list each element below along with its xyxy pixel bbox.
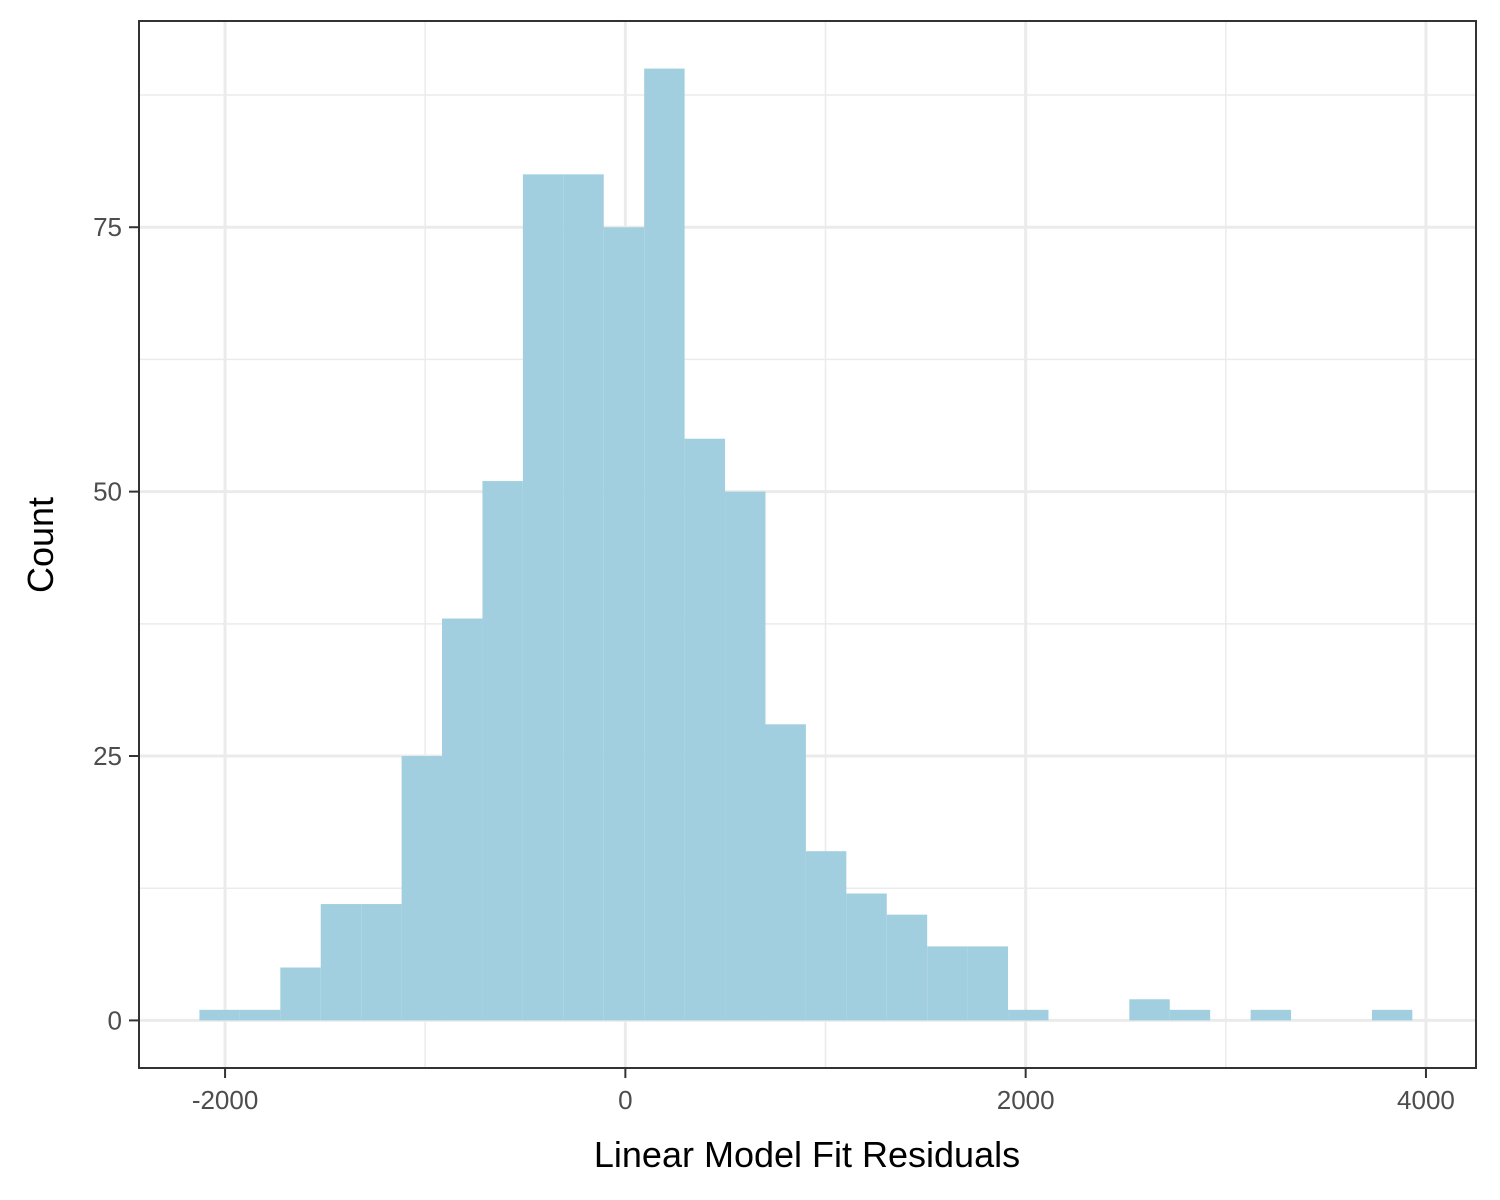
histogram-bar bbox=[765, 724, 806, 1021]
histogram-bar bbox=[886, 914, 928, 1021]
major-gridlines bbox=[139, 21, 1476, 1068]
histogram-bar bbox=[563, 174, 604, 1021]
y-tick-label: 50 bbox=[93, 477, 122, 507]
histogram-bar bbox=[280, 967, 321, 1021]
histogram-bar bbox=[199, 1009, 240, 1021]
histogram-bar bbox=[603, 227, 645, 1021]
y-tick-label: 75 bbox=[93, 212, 122, 242]
histogram-bar bbox=[725, 491, 766, 1021]
histogram-bar bbox=[644, 68, 685, 1021]
histogram-bar bbox=[1250, 1009, 1292, 1021]
histogram-bar bbox=[846, 893, 887, 1021]
y-axis: 0 25 50 75 bbox=[93, 212, 139, 1035]
panel-border bbox=[138, 20, 1477, 1069]
histogram-bar bbox=[522, 174, 564, 1021]
histogram-bar bbox=[1008, 1009, 1049, 1021]
histogram-bar bbox=[684, 438, 726, 1021]
x-tick-label: 2000 bbox=[997, 1085, 1055, 1115]
histogram-bar bbox=[442, 618, 483, 1021]
histogram-bar bbox=[805, 851, 847, 1021]
histogram-bar bbox=[1129, 999, 1170, 1021]
histogram-bar bbox=[1169, 1009, 1211, 1021]
histogram-bar bbox=[927, 946, 968, 1021]
histogram-bar bbox=[967, 946, 1009, 1021]
y-tick-label: 25 bbox=[93, 741, 122, 771]
histogram-bar bbox=[320, 904, 362, 1021]
x-tick-label: 4000 bbox=[1397, 1085, 1455, 1115]
histogram-bar bbox=[361, 904, 402, 1021]
histogram-bar bbox=[482, 481, 523, 1021]
x-axis: -2000 0 2000 4000 bbox=[192, 1068, 1455, 1115]
y-axis-title: Count bbox=[20, 497, 61, 593]
y-tick-label: 0 bbox=[108, 1005, 122, 1035]
x-tick-label: 0 bbox=[618, 1085, 632, 1115]
histogram-bar bbox=[239, 1009, 281, 1021]
histogram-bar bbox=[401, 756, 443, 1021]
x-axis-title: Linear Model Fit Residuals bbox=[594, 1134, 1020, 1175]
histogram-bar bbox=[1371, 1009, 1413, 1021]
histogram-bars bbox=[199, 68, 1413, 1021]
x-tick-label: -2000 bbox=[192, 1085, 259, 1115]
